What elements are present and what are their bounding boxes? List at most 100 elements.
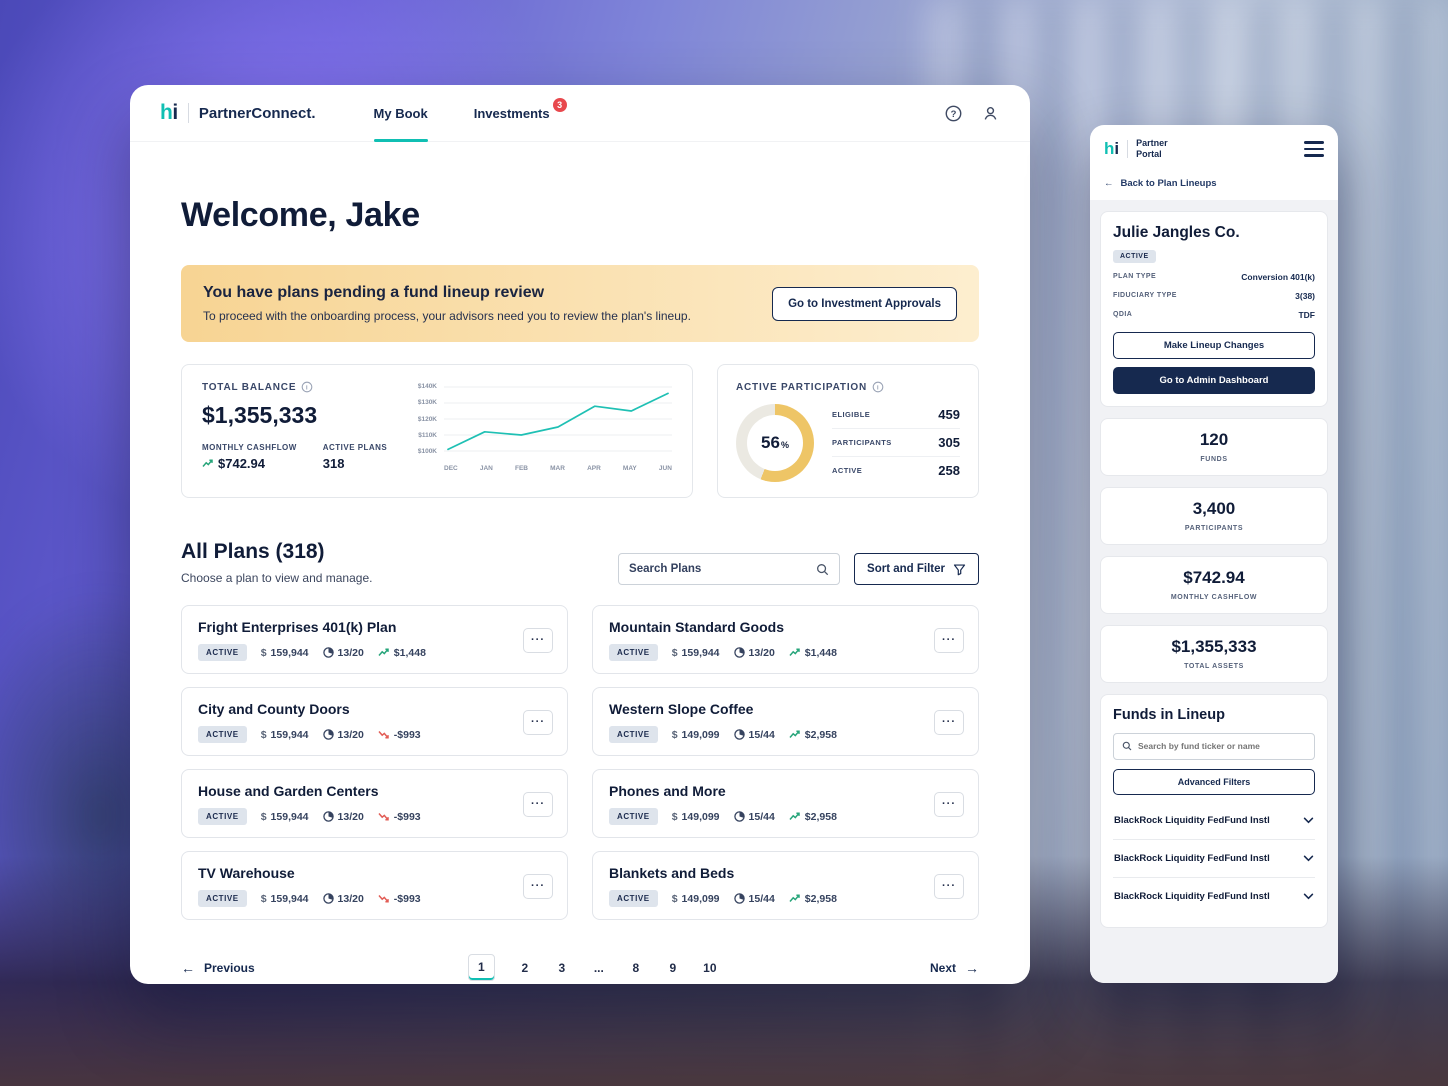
status-badge: ACTIVE xyxy=(198,726,247,743)
plan-menu-button[interactable]: ··· xyxy=(934,709,964,735)
plan-card[interactable]: City and County Doors ACTIVE $159,944 13… xyxy=(181,687,568,756)
help-icon[interactable]: ? xyxy=(944,104,963,123)
banner-title: You have plans pending a fund lineup rev… xyxy=(203,284,545,301)
total-assets-stat-card: $1,355,333 TOTAL ASSETS xyxy=(1100,624,1328,683)
monthly-cashflow: MONTHLY CASHFLOW $742.94 xyxy=(202,443,297,471)
monthly-cashflow-value: $742.94 xyxy=(218,456,265,471)
trend-up-icon xyxy=(378,648,389,656)
page-button-10[interactable]: 10 xyxy=(703,960,717,975)
info-icon[interactable]: i xyxy=(301,381,313,393)
tab-my-book-label: My Book xyxy=(373,105,428,121)
brand-name: PartnerConnect. xyxy=(198,104,316,122)
plan-menu-button[interactable]: ··· xyxy=(934,791,964,817)
mobile-brand-name: Partner Portal xyxy=(1136,138,1168,159)
trend-down-icon xyxy=(378,813,389,821)
go-to-admin-dashboard-button[interactable]: Go to Admin Dashboard xyxy=(1113,366,1315,394)
plan-card[interactable]: Phones and More ACTIVE $149,099 15/44 $2… xyxy=(592,769,979,838)
fund-search-input[interactable] xyxy=(1138,741,1306,752)
plan-menu-button[interactable]: ··· xyxy=(523,709,553,735)
make-lineup-changes-button[interactable]: Make Lineup Changes xyxy=(1113,331,1315,359)
fiduciary-type-row: FIDUCIARY TYPE 3(38) xyxy=(1113,290,1315,301)
active-plans: ACTIVE PLANS 318 xyxy=(322,443,388,471)
brand-divider xyxy=(187,103,189,123)
plan-card[interactable]: House and Garden Centers ACTIVE $159,944… xyxy=(181,769,568,838)
fund-row[interactable]: BlackRock Liquidity FedFund Instl xyxy=(1113,802,1315,839)
tab-investments[interactable]: Investments 3 xyxy=(474,85,567,142)
participation-stat-row: PARTICIPANTS 305 xyxy=(832,429,960,457)
page-title: Welcome, Jake xyxy=(181,196,420,234)
progress-clock-icon xyxy=(322,729,334,740)
trend-down-icon xyxy=(378,731,389,739)
search-icon xyxy=(1122,741,1132,751)
progress-clock-icon xyxy=(733,893,745,904)
arrow-left-icon: ← xyxy=(181,959,195,976)
partner-portal-panel: hi Partner Portal ← Back to Plan Lineups … xyxy=(1090,125,1338,983)
page-numbers: 1 2 3 ... 8 9 10 xyxy=(467,954,717,981)
status-badge: ACTIVE xyxy=(1113,249,1156,263)
dollar-icon: $ xyxy=(260,646,267,659)
plan-card[interactable]: Fright Enterprises 401(k) Plan ACTIVE $1… xyxy=(181,605,568,674)
advanced-filters-button[interactable]: Advanced Filters xyxy=(1113,768,1315,795)
trend-up-icon xyxy=(789,648,800,656)
plan-menu-button[interactable]: ··· xyxy=(523,627,553,653)
funds-in-lineup-card: Funds in Lineup Advanced Filters BlackRo… xyxy=(1100,693,1328,928)
banner-text: You have plans pending a fund lineup rev… xyxy=(203,284,691,323)
plan-card[interactable]: Western Slope Coffee ACTIVE $149,099 15/… xyxy=(592,687,979,756)
chevron-down-icon xyxy=(1303,817,1314,823)
plan-balance: $159,944 xyxy=(260,728,309,741)
go-to-investment-approvals-button[interactable]: Go to Investment Approvals xyxy=(772,286,957,321)
page-button-3[interactable]: 3 xyxy=(558,960,566,975)
search-plans-input[interactable] xyxy=(629,563,809,575)
plan-menu-button[interactable]: ··· xyxy=(934,627,964,653)
plan-info: TV Warehouse ACTIVE $159,944 13/20 -$993 xyxy=(198,865,421,907)
svg-text:?: ? xyxy=(951,108,957,119)
plan-balance: $159,944 xyxy=(260,810,309,823)
dollar-icon: $ xyxy=(260,892,267,905)
page-button-8[interactable]: 8 xyxy=(632,960,640,975)
page-button-2[interactable]: 2 xyxy=(521,960,529,975)
dollar-icon: $ xyxy=(671,892,678,905)
mobile-brand: hi Partner Portal xyxy=(1104,138,1168,160)
fund-row[interactable]: BlackRock Liquidity FedFund Instl xyxy=(1113,876,1315,915)
progress-clock-icon xyxy=(322,647,334,658)
previous-button[interactable]: ← Previous xyxy=(181,960,255,976)
participants-stat-card: 3,400 PARTICIPANTS xyxy=(1100,486,1328,545)
user-profile-icon[interactable] xyxy=(981,104,1000,123)
plan-menu-button[interactable]: ··· xyxy=(523,791,553,817)
next-button[interactable]: Next → xyxy=(930,960,979,976)
balance-chart-line xyxy=(447,392,669,451)
page-button-9[interactable]: 9 xyxy=(669,960,677,975)
sort-and-filter-button[interactable]: Sort and Filter xyxy=(854,553,979,585)
dollar-icon: $ xyxy=(671,728,678,741)
arrow-left-icon: ← xyxy=(1104,177,1114,189)
previous-label: Previous xyxy=(204,960,255,975)
partnerconnect-window: hi PartnerConnect. My Book Investments 3… xyxy=(130,85,1030,984)
plan-card[interactable]: TV Warehouse ACTIVE $159,944 13/20 -$993… xyxy=(181,851,568,920)
all-plans-titles: All Plans (318) Choose a plan to view an… xyxy=(181,540,372,585)
status-badge: ACTIVE xyxy=(609,890,658,907)
progress-clock-icon xyxy=(733,729,745,740)
plan-type-row: PLAN TYPE Conversion 401(k) xyxy=(1113,271,1315,282)
qdia-row: QDIA TDF xyxy=(1113,309,1315,320)
page-button-1[interactable]: 1 xyxy=(467,954,495,981)
plan-card[interactable]: Mountain Standard Goods ACTIVE $159,944 … xyxy=(592,605,979,674)
plan-card[interactable]: Blankets and Beds ACTIVE $149,099 15/44 … xyxy=(592,851,979,920)
participation-stat-row: ELIGIBLE 459 xyxy=(832,401,960,429)
progress-clock-icon xyxy=(322,893,334,904)
plan-menu-button[interactable]: ··· xyxy=(523,873,553,899)
back-to-plan-lineups-link[interactable]: ← Back to Plan Lineups xyxy=(1104,177,1217,189)
plan-info: City and County Doors ACTIVE $159,944 13… xyxy=(198,701,421,743)
plan-info: Phones and More ACTIVE $149,099 15/44 $2… xyxy=(609,783,837,825)
summary-cards: TOTAL BALANCE i $1,355,333 MONTHLY CASHF… xyxy=(181,364,979,498)
info-icon[interactable]: i xyxy=(872,381,884,393)
plan-info: Blankets and Beds ACTIVE $149,099 15/44 … xyxy=(609,865,837,907)
plan-menu-button[interactable]: ··· xyxy=(934,873,964,899)
hamburger-menu-icon[interactable] xyxy=(1304,139,1324,159)
plan-trend: $1,448 xyxy=(378,647,426,659)
svg-text:i: i xyxy=(306,384,308,391)
tab-my-book[interactable]: My Book xyxy=(373,85,428,142)
participation-label-row: ACTIVE PARTICIPATION i xyxy=(736,381,960,393)
plan-balance: $149,099 xyxy=(671,892,720,905)
plan-info: House and Garden Centers ACTIVE $159,944… xyxy=(198,783,421,825)
fund-row[interactable]: BlackRock Liquidity FedFund Instl xyxy=(1113,838,1315,877)
